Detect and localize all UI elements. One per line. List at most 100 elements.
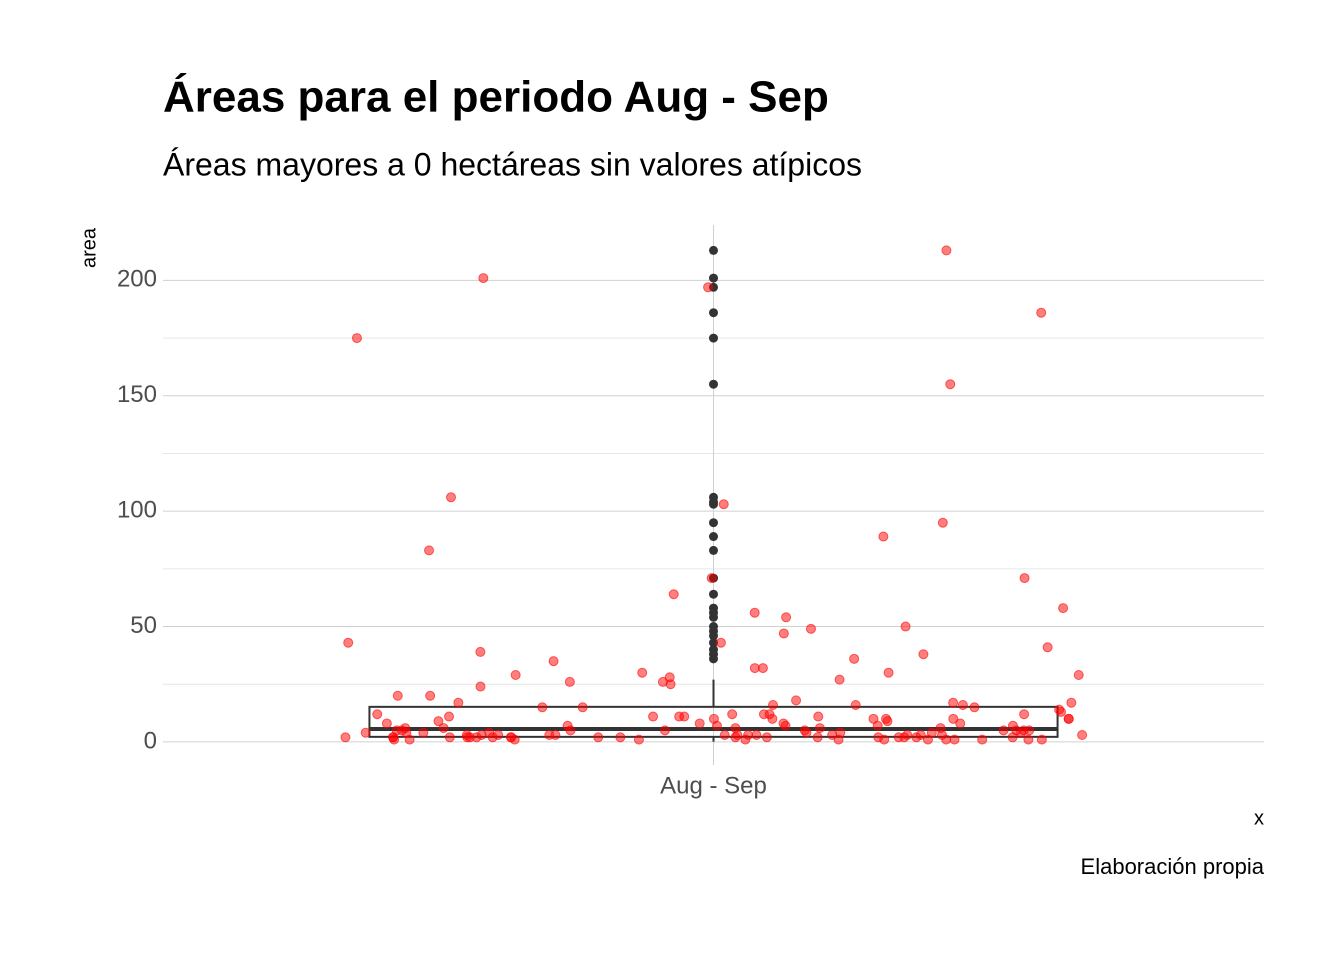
point	[781, 612, 792, 623]
point	[444, 711, 455, 722]
outlier	[709, 532, 718, 542]
outlier	[709, 379, 718, 389]
point	[615, 732, 626, 743]
outlier	[709, 273, 718, 283]
point	[949, 734, 960, 745]
point	[708, 713, 719, 724]
point	[401, 727, 412, 738]
outlier	[709, 518, 718, 528]
point	[1058, 603, 1069, 614]
point	[915, 730, 926, 740]
point	[694, 718, 705, 729]
point	[484, 727, 495, 738]
outlier	[709, 499, 718, 509]
point	[813, 711, 824, 722]
point	[799, 725, 810, 736]
outlier	[709, 612, 718, 622]
y-tick-label: 200	[117, 266, 157, 293]
point	[751, 730, 762, 740]
point	[343, 637, 354, 648]
point	[1073, 670, 1084, 680]
point	[757, 663, 768, 674]
outlier	[709, 654, 718, 664]
y-axis-title: area	[78, 227, 100, 268]
point	[1019, 573, 1030, 584]
point	[945, 379, 956, 390]
point	[941, 734, 952, 745]
point	[1063, 713, 1074, 724]
point	[715, 637, 726, 648]
point	[922, 734, 933, 745]
point	[718, 499, 729, 510]
point	[706, 573, 717, 584]
point	[360, 727, 371, 738]
point	[564, 676, 575, 687]
point	[657, 676, 668, 687]
point	[664, 672, 675, 683]
point	[812, 732, 823, 743]
point	[424, 545, 435, 556]
point	[548, 656, 559, 667]
point	[537, 702, 548, 713]
point	[703, 282, 714, 293]
point	[937, 517, 948, 528]
point	[1007, 732, 1018, 743]
point	[425, 690, 436, 701]
point	[957, 700, 968, 710]
point	[758, 709, 769, 720]
point	[778, 718, 789, 729]
point	[1019, 709, 1030, 720]
point	[849, 653, 860, 664]
point	[510, 670, 521, 680]
point	[969, 702, 980, 713]
point	[727, 709, 738, 720]
point	[749, 607, 760, 618]
point	[381, 718, 392, 729]
point	[805, 623, 816, 634]
point	[445, 492, 456, 503]
point	[475, 681, 486, 692]
x-axis-title: x	[1254, 807, 1264, 829]
point	[882, 716, 893, 727]
point	[835, 727, 846, 738]
point	[433, 716, 444, 727]
point	[478, 273, 489, 284]
x-tick-label: Aug - Sep	[660, 772, 767, 799]
point	[893, 732, 904, 743]
point	[1054, 704, 1065, 715]
point	[391, 725, 402, 736]
point	[509, 734, 520, 745]
chart-subtitle: Áreas mayores a 0 hectáreas sin valores …	[163, 146, 862, 182]
point	[879, 734, 890, 745]
point	[719, 730, 730, 740]
point	[637, 667, 648, 678]
point	[732, 730, 743, 740]
point	[878, 531, 889, 542]
point	[392, 690, 403, 701]
point	[438, 723, 449, 734]
point	[814, 723, 825, 734]
point	[761, 732, 772, 743]
point	[791, 695, 802, 706]
point	[462, 732, 473, 743]
chart-title: Áreas para el periodo Aug - Sep	[163, 72, 829, 122]
y-tick-label: 100	[117, 496, 157, 523]
point	[902, 730, 913, 740]
point	[1066, 697, 1077, 708]
point	[1042, 642, 1053, 653]
point	[1036, 734, 1047, 745]
point	[768, 700, 779, 710]
point	[1007, 720, 1018, 731]
point	[900, 621, 911, 632]
point	[593, 732, 604, 743]
point	[977, 734, 988, 745]
point	[941, 245, 952, 256]
point	[955, 718, 966, 729]
point	[340, 732, 351, 743]
point	[918, 649, 929, 660]
point	[1036, 307, 1047, 318]
point	[565, 725, 576, 736]
point	[948, 713, 959, 724]
caption: Elaboración propia	[1081, 854, 1265, 879]
point	[868, 713, 879, 724]
